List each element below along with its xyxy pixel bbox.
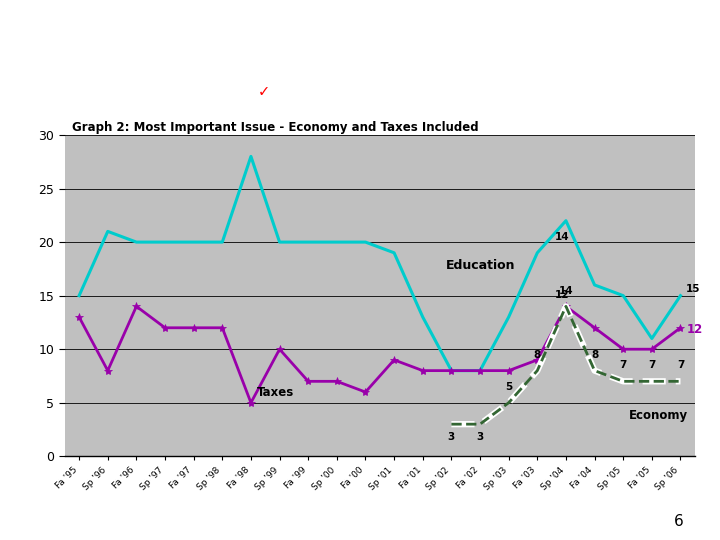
Text: 3: 3 [477,432,484,442]
Text: Education: Education [446,259,516,272]
Text: ✓: ✓ [258,84,270,99]
Text: 6: 6 [674,514,684,529]
Text: 1995-2006 - Trends for Major Issues: 1995-2006 - Trends for Major Issues [206,61,514,76]
Text: 7: 7 [648,361,655,370]
Text: 7: 7 [677,361,684,370]
Text: Most Important Issues Facing AA County Residents –: Most Important Issues Facing AA County R… [135,37,585,52]
Text: 14: 14 [559,286,573,295]
Text: 8: 8 [591,350,598,360]
Text: 12: 12 [686,323,703,336]
Text: 7: 7 [619,361,627,370]
Text: ✓ Concern about the economy rises: ✓ Concern about the economy rises [212,84,508,99]
Text: 8: 8 [534,350,541,360]
Text: Graph 2: Most Important Issue - Economy and Taxes Included: Graph 2: Most Important Issue - Economy … [72,122,479,134]
Text: 3: 3 [448,432,455,442]
Text: Taxes: Taxes [256,386,294,399]
Text: 15: 15 [686,285,701,294]
Text: CSLI Semi-annual Survey: Spring 2006: CSLI Semi-annual Survey: Spring 2006 [233,16,487,29]
Text: Economy: Economy [629,409,688,422]
Text: 12: 12 [554,290,569,300]
Text: 14: 14 [554,232,569,242]
Text: 5: 5 [505,382,513,392]
